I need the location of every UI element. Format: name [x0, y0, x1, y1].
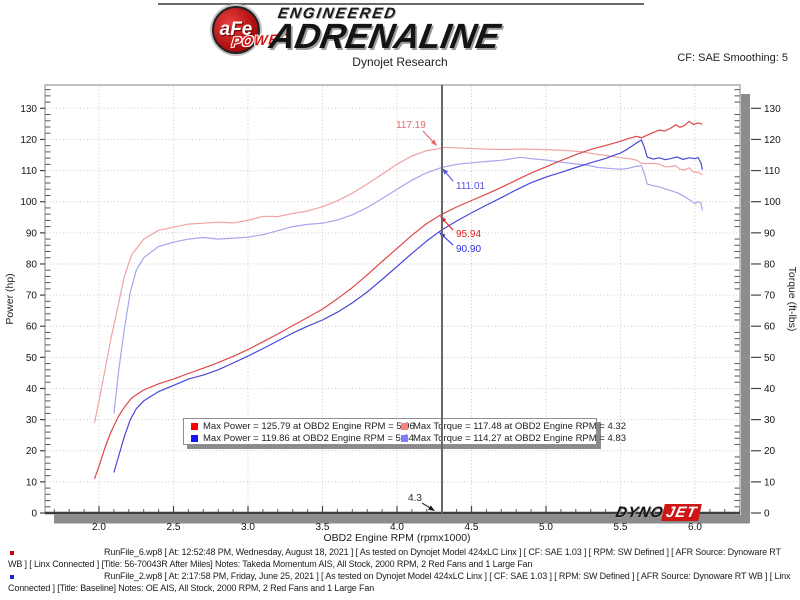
legend-entry-max-torque-run2: Max Torque = 114.27 at OBD2 Engine RPM =…	[394, 433, 626, 444]
y-tick-label-left: 30	[26, 415, 38, 426]
y-tick-label-left: 80	[26, 259, 38, 270]
legend-label: Max Power = 125.79 at OBD2 Engine RPM = …	[203, 420, 415, 432]
series-torque-oe	[113, 156, 703, 414]
annotation-arrowhead	[430, 139, 437, 146]
legend-marker-torque-run2	[401, 434, 408, 442]
legend-marker-power-run2	[191, 434, 198, 442]
x-tick-label: 4.5	[465, 522, 479, 533]
y-tick-label-right: 100	[764, 197, 781, 208]
legend-entry-max-power-run1: Max Power = 125.79 at OBD2 Engine RPM = …	[184, 421, 415, 432]
y-tick-label-right: 20	[764, 446, 776, 457]
y-tick-label-right: 120	[764, 135, 781, 146]
x-tick-label: 2.0	[92, 522, 106, 533]
afe-logo-circle: aFe	[212, 6, 260, 54]
plot-axes: 2.0 2.5 3.0 3.5 4.0 4.5 5.0 5.5 6.0 0 0 10 10 20 20 30 3…	[20, 89, 781, 533]
annotation-95.94: 95.94	[456, 229, 481, 240]
y-tick-label-left: 60	[26, 322, 38, 333]
plot-background	[44, 84, 741, 514]
dynojet-logo-jet: JET	[661, 504, 702, 521]
legend-marker-torque-run1	[401, 422, 408, 430]
series-power-takeda	[93, 120, 703, 480]
y-tick-label-left: 130	[20, 104, 37, 115]
y-tick-label-left: 0	[31, 509, 37, 520]
legend-label: Max Torque = 114.27 at OBD2 Engine RPM =…	[413, 432, 626, 444]
y-tick-label-right: 110	[764, 166, 780, 177]
annotation-111.01: 111.01	[456, 181, 486, 192]
y-tick-label-right: 0	[764, 509, 770, 520]
y-tick-label-left: 110	[21, 166, 37, 177]
y-tick-label-right: 80	[764, 259, 776, 270]
run-description: RunFile_2.wp8 [ At: 2:17:58 PM, Friday, …	[8, 571, 791, 593]
run-bullet-red	[10, 551, 14, 555]
plot-series	[93, 120, 703, 480]
y-tick-label-left: 40	[26, 384, 38, 395]
y-tick-label-left: 100	[20, 197, 37, 208]
afe-power-logo: aFe POWER	[212, 6, 291, 54]
y-tick-label-right: 70	[764, 291, 776, 302]
y-tick-label-right: 50	[764, 353, 776, 364]
x-axis-title: OBD2 Engine RPM (rpmx1000)	[323, 532, 470, 544]
dynojet-logo: DYNOJET	[614, 504, 702, 521]
y-tick-label-left: 50	[26, 353, 38, 364]
y-tick-label-left: 10	[26, 477, 38, 488]
y-tick-label-right: 60	[764, 322, 776, 333]
annotation-90.90: 90.90	[456, 244, 481, 255]
legend-marker-power-run1	[191, 422, 198, 430]
y-axis-title-right: Torque (ft-lbs)	[786, 267, 798, 332]
legend-label: Max Torque = 117.48 at OBD2 Engine RPM =…	[413, 420, 626, 432]
legend-row: Max Power = 119.86 at OBD2 Engine RPM = …	[184, 433, 626, 444]
x-tick-label: 3.5	[316, 522, 330, 533]
afe-logo-text: aFe	[219, 19, 253, 40]
run-description: RunFile_6.wp8 [ At: 12:52:48 PM, Wednesd…	[8, 547, 781, 569]
x-tick-label: 5.5	[614, 522, 628, 533]
x-tick-label: 5.0	[539, 522, 553, 533]
cursor-line[interactable]	[440, 85, 443, 513]
plot-shadow	[54, 94, 750, 524]
legend-box: Max Power = 125.79 at OBD2 Engine RPM = …	[183, 418, 626, 445]
y-tick-label-right: 90	[764, 228, 776, 239]
logo-top-rule	[158, 3, 644, 5]
x-tick-label: 6.0	[688, 522, 702, 533]
x-tick-label: 4.0	[390, 522, 404, 533]
y-axis-title-left: Power (hp)	[4, 273, 16, 324]
annotation-arrowhead	[428, 505, 435, 511]
footer-runs: RunFile_6.wp8 [ At: 12:52:48 PM, Wednesd…	[8, 547, 794, 595]
y-tick-label-right: 10	[764, 477, 776, 488]
y-tick-label-right: 130	[764, 104, 781, 115]
run-entry-1: RunFile_6.wp8 [ At: 12:52:48 PM, Wednesd…	[8, 547, 794, 570]
legend-entry-max-power-run2: Max Power = 119.86 at OBD2 Engine RPM = …	[184, 433, 414, 444]
legend-row: Max Power = 125.79 at OBD2 Engine RPM = …	[184, 421, 626, 432]
x-tick-label: 2.5	[167, 522, 181, 533]
x-tick-label: 3.0	[241, 522, 255, 533]
annotation-arrowhead	[442, 168, 449, 175]
y-tick-label-left: 20	[26, 446, 38, 457]
y-tick-label-left: 120	[20, 135, 37, 146]
annotation-117.19: 117.19	[396, 120, 426, 131]
y-tick-label-right: 40	[764, 384, 776, 395]
annotation-4.3: 4.3	[408, 493, 422, 504]
run-bullet-blue	[10, 575, 14, 579]
dynojet-logo-dyno: DYNO	[614, 504, 666, 521]
cf-smoothing-label: CF: SAE Smoothing: 5	[677, 52, 788, 64]
y-tick-label-left: 70	[26, 291, 38, 302]
y-tick-label-left: 90	[26, 228, 38, 239]
run-entry-2: RunFile_2.wp8 [ At: 2:17:58 PM, Friday, …	[8, 571, 794, 594]
legend-label: Max Power = 119.86 at OBD2 Engine RPM = …	[203, 432, 415, 444]
y-tick-label-right: 30	[764, 415, 776, 426]
report-title: Dynojet Research	[352, 55, 448, 69]
series-torque-takeda	[93, 146, 703, 423]
series-power-oe	[113, 139, 703, 473]
legend-entry-max-torque-run1: Max Torque = 117.48 at OBD2 Engine RPM =…	[394, 421, 626, 432]
